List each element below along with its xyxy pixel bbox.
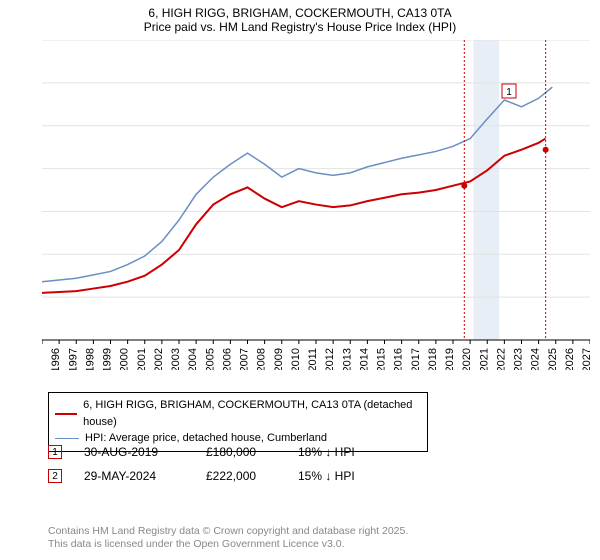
svg-text:2012: 2012 bbox=[324, 348, 336, 370]
sale-diff: 15% ↓ HPI bbox=[298, 469, 388, 483]
title-subtitle: Price paid vs. HM Land Registry's House … bbox=[0, 20, 600, 34]
svg-text:1: 1 bbox=[506, 87, 512, 98]
svg-text:2009: 2009 bbox=[273, 348, 285, 370]
attribution-line2: This data is licensed under the Open Gov… bbox=[48, 538, 408, 552]
sale-price: £222,000 bbox=[206, 469, 276, 483]
svg-text:1999: 1999 bbox=[102, 348, 114, 370]
svg-text:2000: 2000 bbox=[119, 348, 131, 370]
svg-text:1998: 1998 bbox=[84, 348, 96, 370]
svg-text:2005: 2005 bbox=[204, 348, 216, 370]
svg-text:2010: 2010 bbox=[290, 348, 302, 370]
legend-swatch bbox=[55, 413, 77, 415]
svg-text:2023: 2023 bbox=[513, 348, 525, 370]
sale-row: 2 29-MAY-2024 £222,000 15% ↓ HPI bbox=[48, 464, 388, 488]
sale-diff: 18% ↓ HPI bbox=[298, 445, 388, 459]
svg-text:2026: 2026 bbox=[564, 348, 576, 370]
svg-text:2006: 2006 bbox=[221, 348, 233, 370]
attribution-line1: Contains HM Land Registry data © Crown c… bbox=[48, 525, 408, 539]
title-address: 6, HIGH RIGG, BRIGHAM, COCKERMOUTH, CA13… bbox=[0, 6, 600, 20]
svg-text:2015: 2015 bbox=[376, 348, 388, 370]
sale-row: 1 30-AUG-2019 £180,000 18% ↓ HPI bbox=[48, 440, 388, 464]
sale-marker-box: 2 bbox=[48, 469, 62, 483]
svg-text:2020: 2020 bbox=[461, 348, 473, 370]
svg-text:2017: 2017 bbox=[410, 348, 422, 370]
svg-text:2025: 2025 bbox=[547, 348, 559, 370]
svg-text:2016: 2016 bbox=[393, 348, 405, 370]
sale-marker-box: 1 bbox=[48, 445, 62, 459]
svg-text:2008: 2008 bbox=[256, 348, 268, 370]
svg-text:2011: 2011 bbox=[307, 348, 319, 370]
sale-date: 30-AUG-2019 bbox=[84, 445, 184, 459]
line-chart: £0£50K£100K£150K£200K£250K£300K£350K1995… bbox=[42, 40, 590, 370]
svg-text:2018: 2018 bbox=[427, 348, 439, 370]
chart-area: £0£50K£100K£150K£200K£250K£300K£350K1995… bbox=[42, 40, 590, 370]
svg-text:1995: 1995 bbox=[42, 348, 45, 370]
legend-item: 6, HIGH RIGG, BRIGHAM, COCKERMOUTH, CA13… bbox=[55, 397, 421, 430]
svg-text:2004: 2004 bbox=[187, 348, 199, 370]
svg-text:2007: 2007 bbox=[239, 348, 251, 370]
svg-text:2022: 2022 bbox=[495, 348, 507, 370]
svg-text:2019: 2019 bbox=[444, 348, 456, 370]
sale-price: £180,000 bbox=[206, 445, 276, 459]
svg-text:1996: 1996 bbox=[50, 348, 62, 370]
chart-container: 6, HIGH RIGG, BRIGHAM, COCKERMOUTH, CA13… bbox=[0, 0, 600, 560]
legend-label: 6, HIGH RIGG, BRIGHAM, COCKERMOUTH, CA13… bbox=[83, 397, 421, 430]
svg-text:1997: 1997 bbox=[67, 348, 79, 370]
svg-text:2021: 2021 bbox=[478, 348, 490, 370]
sale-markers-table: 1 30-AUG-2019 £180,000 18% ↓ HPI 2 29-MAY-202… bbox=[48, 440, 388, 488]
title-block: 6, HIGH RIGG, BRIGHAM, COCKERMOUTH, CA13… bbox=[0, 0, 600, 34]
sale-date: 29-MAY-2024 bbox=[84, 469, 184, 483]
attribution: Contains HM Land Registry data © Crown c… bbox=[48, 525, 408, 552]
svg-text:2003: 2003 bbox=[170, 348, 182, 370]
svg-text:2001: 2001 bbox=[136, 348, 148, 370]
svg-text:2013: 2013 bbox=[341, 348, 353, 370]
svg-text:2002: 2002 bbox=[153, 348, 165, 370]
svg-text:2014: 2014 bbox=[358, 348, 370, 370]
svg-text:2027: 2027 bbox=[581, 348, 590, 370]
svg-text:2024: 2024 bbox=[530, 348, 542, 370]
legend-swatch bbox=[55, 438, 79, 440]
